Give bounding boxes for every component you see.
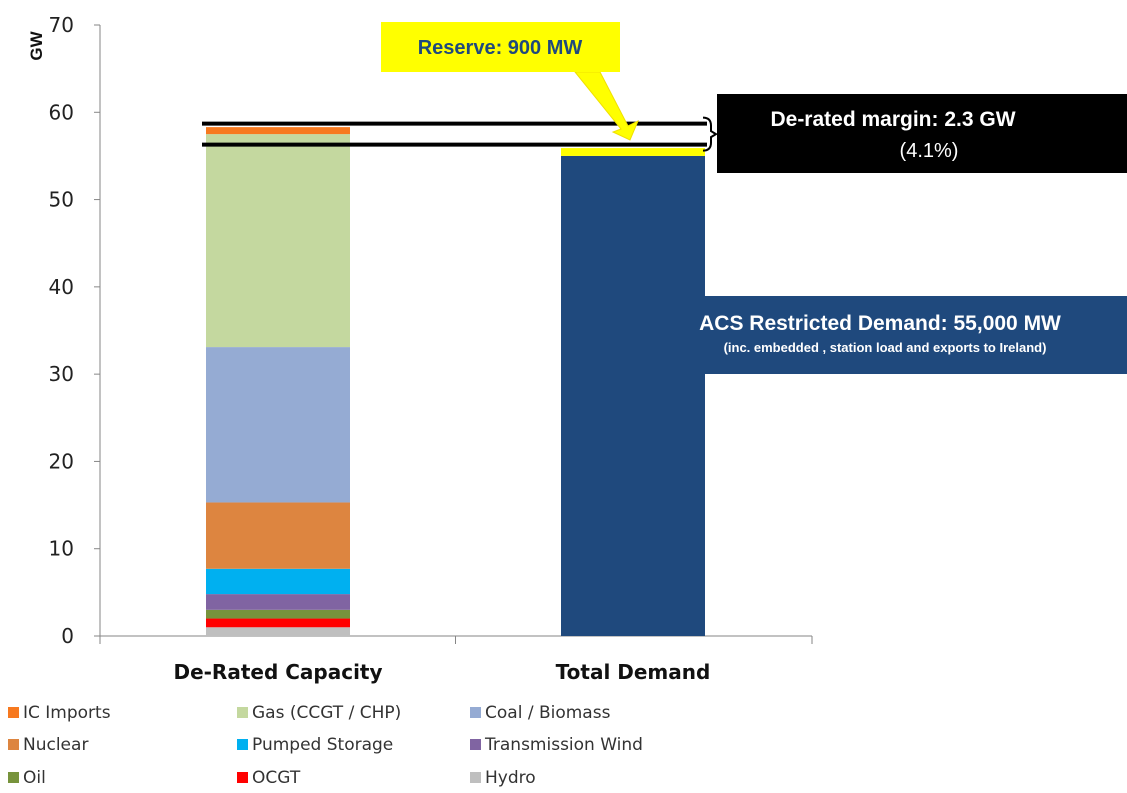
- legend-label-oil: Oil: [23, 768, 46, 788]
- margin-callout-percent: (4.1%): [900, 140, 959, 162]
- legend-label-nuclear: Nuclear: [23, 735, 88, 755]
- legend-label-pumped-storage: Pumped Storage: [252, 735, 393, 755]
- legend-swatch-transmission-wind: [470, 739, 481, 750]
- legend-swatch-ocgt: [237, 772, 248, 783]
- y-tick-label: 60: [49, 100, 74, 124]
- demand-callout-subtitle: (inc. embedded , station load and export…: [724, 340, 1047, 355]
- bar-segment-transmission-wind: [206, 594, 350, 610]
- bar-reserve-band: [561, 148, 705, 156]
- legend-label-gas-ccgt-chp: Gas (CCGT / CHP): [252, 703, 401, 723]
- chart-legend: IC Imports Gas (CCGT / CHP) Coal / Biomass…: [8, 703, 643, 788]
- legend-swatch-pumped-storage: [237, 739, 248, 750]
- y-tick-label: 20: [49, 449, 74, 473]
- chart-bars: [206, 127, 705, 636]
- y-tick-label: 50: [49, 188, 74, 212]
- reserve-callout-text: Reserve: 900 MW: [418, 37, 583, 59]
- legend-swatch-hydro: [470, 772, 481, 783]
- y-tick-label: 10: [49, 537, 74, 561]
- bar-segment-ic-imports: [206, 127, 350, 135]
- bar-segment-pumped-storage: [206, 568, 350, 595]
- legend-label-hydro: Hydro: [485, 768, 536, 788]
- chart-annotations: Reserve: 900 MW De-rated margin: 2.3 GW (4…: [202, 22, 1127, 374]
- y-tick-label: 30: [49, 362, 74, 386]
- margin-callout-title: De-rated margin: 2.3 GW: [770, 108, 1015, 131]
- reserve-callout-arrow: [573, 71, 639, 141]
- bar-segment-oil: [206, 609, 350, 619]
- margin-brace: [702, 116, 718, 152]
- bar-total-demand: [561, 155, 705, 636]
- chart-axes: 0 10 20 30 40 50 60 70 De-Rated Capacity Total De…: [27, 13, 813, 684]
- legend-label-transmission-wind: Transmission Wind: [484, 735, 643, 755]
- legend-swatch-nuclear: [8, 739, 19, 750]
- legend-label-ocgt: OCGT: [252, 768, 301, 788]
- x-category-label: De-Rated Capacity: [173, 660, 382, 684]
- bar-segment-gas-ccgt-chp: [206, 134, 350, 348]
- legend-label-coal-biomass: Coal / Biomass: [485, 703, 611, 723]
- legend-label-ic-imports: IC Imports: [23, 703, 111, 723]
- y-tick-label: 40: [49, 275, 74, 299]
- x-category-label: Total Demand: [556, 660, 711, 684]
- demand-callout-title: ACS Restricted Demand: 55,000 MW: [699, 312, 1061, 335]
- bar-segment-hydro: [206, 627, 350, 636]
- reserve-callout-box: [381, 22, 620, 72]
- y-tick-label: 70: [49, 13, 74, 37]
- y-tick-label: 0: [61, 624, 74, 648]
- bar-segment-coal-biomass: [206, 347, 350, 503]
- legend-swatch-coal-biomass: [470, 707, 481, 718]
- bar-segment-nuclear: [206, 502, 350, 569]
- y-axis-title: GW: [27, 30, 46, 60]
- legend-swatch-ic-imports: [8, 707, 19, 718]
- legend-swatch-gas-ccgt-chp: [237, 707, 248, 718]
- legend-swatch-oil: [8, 772, 19, 783]
- margin-callout-box: [717, 94, 1127, 173]
- bar-segment-ocgt: [206, 618, 350, 628]
- demand-callout-box: [636, 296, 1127, 374]
